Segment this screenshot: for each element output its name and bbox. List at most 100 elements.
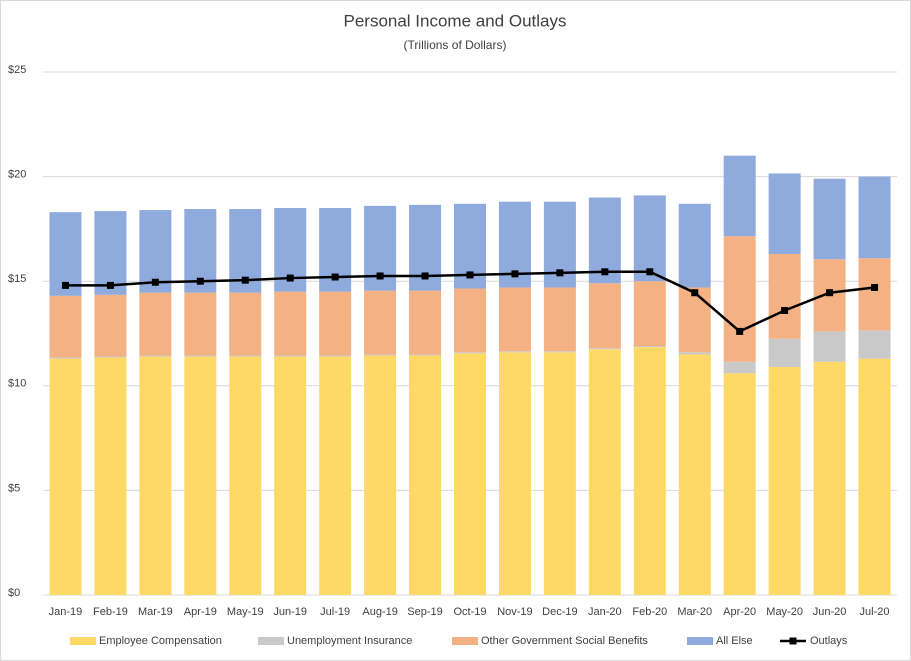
- line-marker: [781, 306, 789, 314]
- bar-segment: [229, 292, 262, 356]
- x-tick-label: Jun-20: [813, 606, 847, 618]
- bar-segment: [723, 236, 756, 362]
- legend-label: All Else: [716, 635, 753, 647]
- line-marker: [106, 281, 114, 289]
- x-tick-label: Feb-19: [93, 606, 128, 618]
- bar-segment: [184, 356, 217, 595]
- bar-segment: [678, 203, 711, 288]
- bar-segment: [454, 352, 486, 354]
- bar-segment: [319, 355, 352, 357]
- x-tick-label: Mar-20: [677, 606, 712, 618]
- bar-segment: [139, 356, 172, 595]
- y-tick-label: $15: [8, 273, 26, 285]
- line-marker: [601, 268, 609, 276]
- bar-segment: [454, 353, 486, 595]
- bar-segment: [633, 346, 666, 348]
- bar-segment: [409, 355, 442, 595]
- bar-segment: [723, 155, 756, 237]
- legend-swatch: [789, 637, 797, 645]
- bar-segment: [768, 366, 801, 595]
- x-tick-label: Sep-19: [407, 606, 442, 618]
- x-tick-label: Feb-20: [632, 606, 667, 618]
- legend-swatch: [687, 637, 713, 645]
- x-tick-label: Jul-20: [860, 606, 890, 618]
- bar-segment: [858, 176, 891, 259]
- y-tick-label: $0: [8, 587, 20, 599]
- bar-segment: [274, 291, 307, 356]
- bar-segment: [633, 281, 666, 347]
- bar-segment: [409, 290, 442, 355]
- bar-segment: [364, 354, 397, 356]
- line-marker: [196, 277, 204, 285]
- line-marker: [646, 268, 654, 276]
- bar-segment: [184, 355, 217, 357]
- bar-segment: [409, 354, 442, 356]
- line-marker: [421, 272, 429, 280]
- chart-title: Personal Income and Outlays: [343, 11, 566, 30]
- x-tick-label: May-20: [766, 606, 803, 618]
- bar-segment: [49, 357, 82, 359]
- line-marker: [241, 276, 249, 284]
- y-tick-label: $10: [8, 378, 26, 390]
- line-marker: [376, 272, 384, 280]
- x-tick-label: Jun-19: [273, 606, 307, 618]
- line-marker: [151, 278, 159, 286]
- bar-segment: [229, 356, 262, 595]
- bar-segment: [588, 348, 621, 350]
- bar-segment: [768, 338, 801, 367]
- bar-segment: [139, 292, 172, 356]
- x-tick-label: Nov-19: [497, 606, 532, 618]
- bar-segment: [364, 290, 397, 355]
- bar-segment: [588, 283, 621, 349]
- bar-segment: [813, 178, 846, 260]
- bar-segment: [274, 356, 307, 595]
- x-tick-label: Jul-19: [320, 606, 350, 618]
- bar-segment: [94, 356, 127, 358]
- line-marker: [466, 271, 474, 279]
- bar-segment: [723, 361, 756, 374]
- legend-swatch: [452, 637, 478, 645]
- y-tick-label: $20: [8, 169, 26, 181]
- bar-segment: [319, 291, 352, 356]
- x-tick-label: Dec-19: [542, 606, 577, 618]
- bar-segment: [139, 355, 172, 357]
- legend-label: Other Government Social Benefits: [481, 635, 648, 647]
- bar-segment: [229, 355, 262, 357]
- bar-segment: [454, 288, 486, 353]
- bar-segment: [768, 173, 801, 255]
- line-marker: [691, 289, 699, 297]
- line-marker: [61, 281, 69, 289]
- x-tick-label: Apr-19: [184, 606, 217, 618]
- x-tick-label: Jan-20: [588, 606, 622, 618]
- line-marker: [871, 283, 879, 291]
- bar-segment: [49, 358, 82, 595]
- legend-swatch: [258, 637, 284, 645]
- bar-segment: [678, 287, 711, 353]
- bar-segment: [498, 352, 531, 595]
- bar-segment: [543, 351, 576, 353]
- bar-segment: [858, 358, 891, 595]
- line-marker: [826, 289, 834, 297]
- bar-segment: [858, 258, 891, 331]
- bar-segment: [184, 292, 217, 356]
- bar-segment: [633, 347, 666, 595]
- line-marker: [736, 327, 744, 335]
- bar-segment: [813, 361, 846, 595]
- y-tick-label: $5: [8, 482, 20, 494]
- x-tick-label: Mar-19: [138, 606, 173, 618]
- bar-segment: [94, 357, 127, 595]
- line-marker: [286, 274, 294, 282]
- bar-segment: [543, 287, 576, 352]
- x-tick-label: Jan-19: [49, 606, 83, 618]
- x-tick-label: May-19: [227, 606, 264, 618]
- bar-segment: [274, 355, 307, 357]
- line-marker: [331, 273, 339, 281]
- bar-segment: [723, 373, 756, 595]
- line-marker: [511, 270, 519, 278]
- legend-label: Employee Compensation: [99, 635, 222, 647]
- bar-segment: [543, 352, 576, 595]
- bar-segment: [678, 354, 711, 595]
- bar-segment: [858, 330, 891, 359]
- bar-segment: [498, 287, 531, 352]
